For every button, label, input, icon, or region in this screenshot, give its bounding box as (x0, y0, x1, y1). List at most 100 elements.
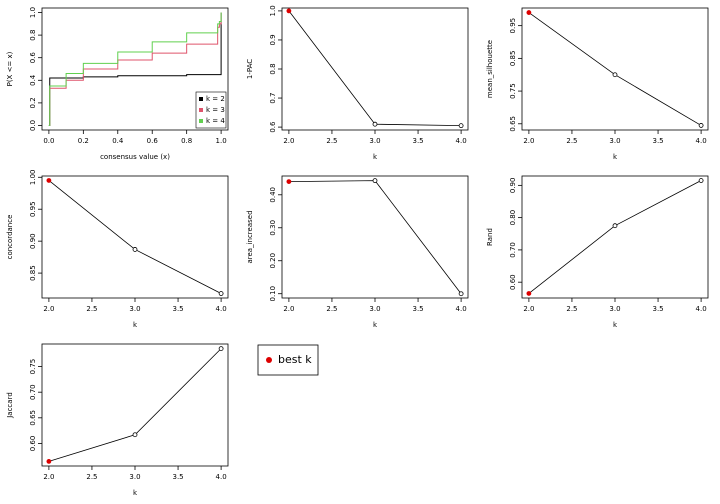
x-axis-label: k (133, 489, 138, 497)
legend-label: k = 2 (206, 95, 225, 103)
x-tick-label: 4.0 (696, 137, 707, 145)
line (288, 10, 462, 127)
x-tick-label: 1.0 (216, 137, 227, 145)
y-axis-label: mean_silhouette (486, 40, 494, 98)
y-tick-label: 0.65 (509, 116, 517, 132)
x-tick-label: 4.0 (456, 137, 467, 145)
plot-frame (41, 343, 229, 467)
ecdf-line (48, 12, 222, 126)
y-axis-label: concordance (6, 215, 14, 260)
y-tick-label: 0.95 (509, 18, 517, 34)
y-tick-label: 0.0 (29, 120, 37, 131)
y-tick-label: 0.6 (29, 52, 37, 64)
best-point (526, 291, 532, 296)
plot-frame (41, 175, 229, 299)
y-tick-label: 0.85 (29, 265, 37, 281)
x-tick-label: 3.5 (172, 305, 183, 313)
x-tick-label: 2.5 (86, 305, 97, 313)
y-tick-label: 0.70 (509, 242, 517, 258)
x-tick-label: 3.0 (369, 305, 380, 313)
x-tick-label: 3.0 (129, 473, 140, 481)
point (612, 72, 618, 78)
y-tick-label: 1.00 (29, 169, 37, 185)
y-tick-label: 0.75 (509, 83, 517, 99)
x-tick-label: 4.0 (696, 305, 707, 313)
x-tick-label: 3.5 (652, 305, 663, 313)
y-tick-label: 0.70 (29, 384, 37, 400)
legend-swatch (199, 108, 203, 112)
y-tick-label: 0.60 (29, 436, 37, 452)
plot-frame (521, 175, 709, 299)
point (372, 178, 378, 184)
line (528, 180, 702, 294)
line (288, 180, 462, 294)
x-tick-label: 4.0 (216, 473, 227, 481)
y-tick-label: 0.40 (269, 187, 277, 203)
point (458, 123, 464, 129)
y-tick-label: 1.0 (269, 5, 277, 16)
ecdf-line (48, 12, 222, 126)
y-tick-label: 0.7 (269, 92, 277, 103)
y-tick-label: 0.8 (29, 30, 37, 41)
x-axis-label: k (373, 321, 378, 329)
x-tick-label: 0.4 (112, 137, 124, 145)
point (218, 291, 224, 296)
x-axis-label: consensus value (x) (100, 153, 170, 161)
x-tick-label: 2.0 (283, 305, 294, 313)
best-point (286, 8, 292, 14)
y-tick-label: 0.4 (29, 74, 37, 86)
point (372, 121, 378, 127)
x-tick-label: 3.0 (609, 305, 620, 313)
x-tick-label: 3.0 (369, 137, 380, 145)
legend-swatch (199, 97, 203, 101)
point (132, 432, 138, 438)
x-axis-label: k (133, 321, 138, 329)
plot-frame (281, 175, 469, 299)
x-tick-label: 2.0 (523, 305, 534, 313)
y-tick-label: 0.90 (509, 178, 517, 194)
x-tick-label: 2.5 (566, 305, 577, 313)
x-tick-label: 0.2 (78, 137, 89, 145)
x-tick-label: 0.8 (181, 137, 192, 145)
x-tick-label: 3.0 (129, 305, 140, 313)
x-tick-label: 2.0 (523, 137, 534, 145)
x-tick-label: 3.5 (412, 137, 423, 145)
y-tick-label: 0.20 (269, 253, 277, 269)
y-tick-label: 1.0 (29, 7, 37, 18)
x-tick-label: 2.5 (326, 305, 337, 313)
best-point (526, 10, 532, 15)
y-tick-label: 0.90 (29, 233, 37, 249)
legend-label: k = 3 (206, 106, 225, 114)
x-tick-label: 2.0 (43, 305, 54, 313)
y-tick-label: 0.75 (29, 359, 37, 375)
y-tick-label: 0.30 (269, 220, 277, 236)
y-tick-label: 0.2 (29, 97, 37, 108)
x-tick-label: 3.5 (652, 137, 663, 145)
legend-swatch (199, 119, 203, 123)
point (458, 291, 464, 297)
x-tick-label: 2.5 (566, 137, 577, 145)
best-point (46, 458, 52, 464)
y-tick-label: 0.10 (269, 286, 277, 302)
point (132, 247, 138, 252)
x-axis-label: k (613, 321, 618, 329)
y-axis-label: area_increased (246, 210, 254, 263)
x-axis-label: k (373, 153, 378, 161)
y-axis-label: Rand (486, 228, 494, 246)
y-tick-label: 0.6 (269, 121, 277, 133)
x-tick-label: 4.0 (456, 305, 467, 313)
y-axis-label: Jaccard (6, 392, 14, 419)
y-tick-label: 0.9 (269, 34, 277, 45)
plot-frame (521, 7, 709, 131)
x-tick-label: 4.0 (216, 305, 227, 313)
point (612, 223, 618, 229)
line (528, 12, 702, 126)
y-tick-label: 0.60 (509, 274, 517, 290)
x-tick-label: 3.5 (172, 473, 183, 481)
legend-label: k = 4 (206, 117, 225, 125)
plot-frame (41, 7, 229, 131)
x-tick-label: 0.0 (43, 137, 54, 145)
y-tick-label: 0.8 (269, 63, 277, 74)
legend-label: best k (278, 353, 312, 366)
